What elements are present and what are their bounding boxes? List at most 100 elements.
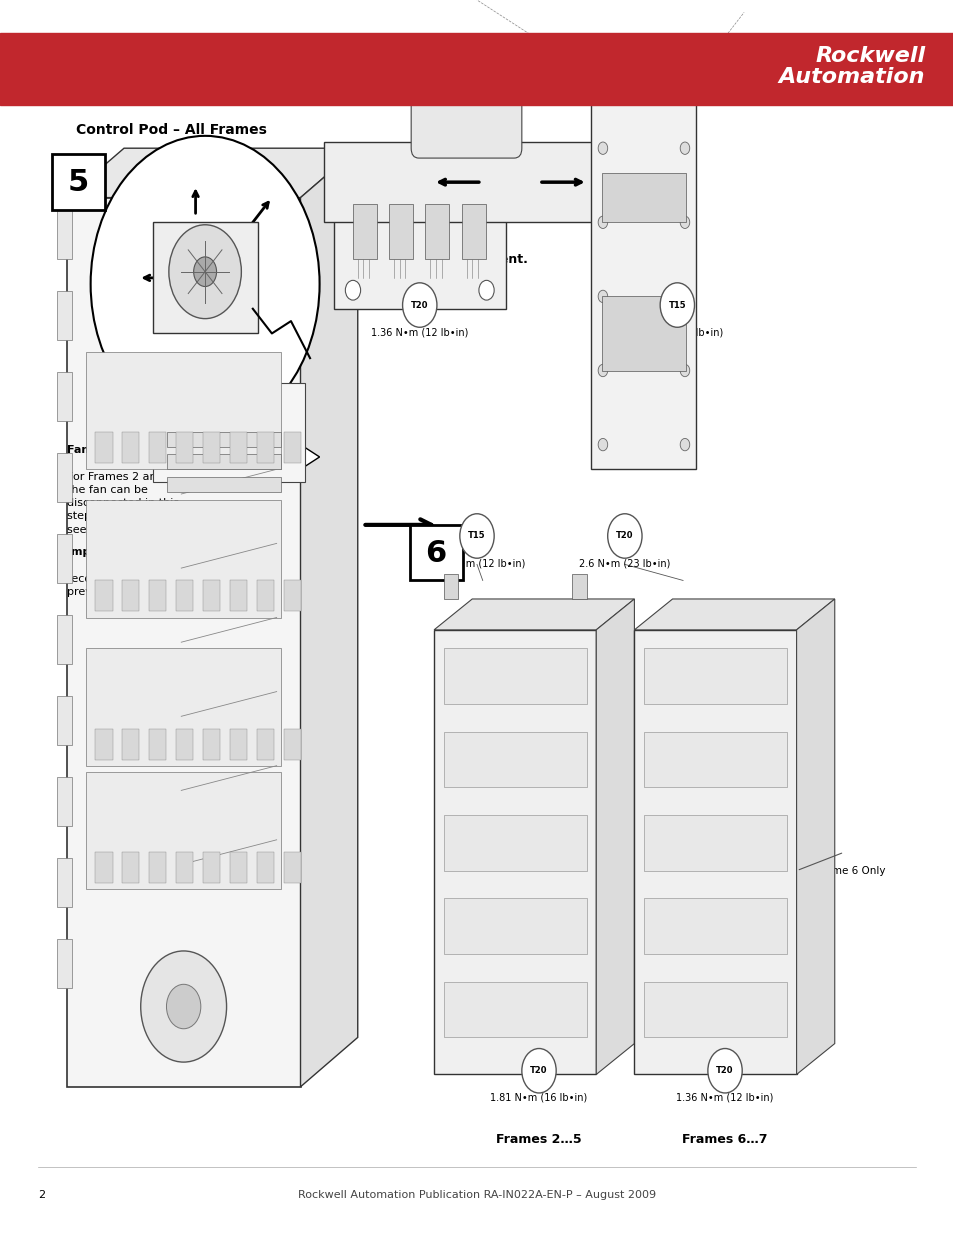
Text: Frames 6…7: Frames 6…7 (681, 1134, 767, 1146)
Bar (443, 574, 457, 599)
Bar (230, 432, 247, 463)
Bar (57, 372, 71, 421)
Circle shape (598, 290, 607, 303)
Bar (122, 432, 139, 463)
FancyBboxPatch shape (411, 83, 521, 158)
Bar (230, 852, 247, 883)
Circle shape (707, 1049, 741, 1093)
Circle shape (521, 1049, 556, 1093)
Text: Frame 6 Only: Frame 6 Only (815, 866, 884, 876)
Circle shape (679, 364, 689, 377)
Bar (86, 352, 281, 469)
Bar (591, 74, 696, 469)
Bar (601, 296, 685, 370)
Circle shape (169, 225, 241, 319)
Text: 1.36 N•m (12 lb•in): 1.36 N•m (12 lb•in) (676, 1093, 773, 1103)
Text: 1.81 N•m (16 lb•in): 1.81 N•m (16 lb•in) (490, 1093, 587, 1103)
Circle shape (679, 142, 689, 154)
Circle shape (141, 951, 227, 1062)
Circle shape (598, 216, 607, 228)
Bar (57, 695, 71, 745)
Bar (256, 852, 274, 883)
Text: reconnect fans to help
prevent overheating.: reconnect fans to help prevent overheati… (67, 574, 192, 598)
Bar (389, 204, 413, 259)
Circle shape (598, 364, 607, 377)
FancyBboxPatch shape (410, 525, 462, 580)
Bar (203, 852, 220, 883)
Bar (643, 815, 786, 871)
Polygon shape (300, 148, 357, 1087)
Text: Be sure to: Be sure to (133, 547, 193, 557)
Circle shape (679, 216, 689, 228)
Text: Frames 2…5: Frames 2…5 (496, 1134, 581, 1146)
Text: Automation: Automation (778, 67, 924, 86)
Bar (203, 432, 220, 463)
Polygon shape (634, 599, 834, 630)
Text: Rockwell: Rockwell (815, 46, 924, 65)
Bar (634, 630, 796, 1074)
Bar (353, 204, 376, 259)
Bar (334, 161, 505, 309)
Bar (86, 500, 281, 618)
Text: 2: 2 (38, 1191, 45, 1200)
Bar (95, 852, 112, 883)
Bar (95, 432, 112, 463)
Bar (461, 204, 485, 259)
Bar (57, 857, 71, 906)
Circle shape (345, 280, 360, 300)
Bar (122, 580, 139, 611)
Bar (95, 580, 112, 611)
Bar (57, 534, 71, 583)
Bar (283, 852, 301, 883)
Text: T20: T20 (616, 531, 633, 541)
Polygon shape (796, 599, 834, 1074)
Bar (152, 222, 257, 333)
Text: Control Pod – All Frames: Control Pod – All Frames (76, 122, 267, 137)
Circle shape (91, 136, 319, 432)
Text: 2.6 N•m (23 lb•in): 2.6 N•m (23 lb•in) (578, 558, 670, 568)
Text: T20: T20 (411, 300, 428, 310)
Text: Fan:: Fan: (67, 445, 93, 454)
Circle shape (478, 280, 494, 300)
Bar (283, 729, 301, 760)
Text: T15: T15 (468, 531, 485, 541)
Text: For Frames 2 and 3
the fan can be
disconnected in this
step. Frames 4 and 5
see : For Frames 2 and 3 the fan can be discon… (67, 472, 184, 535)
Bar (601, 173, 685, 222)
Bar (57, 939, 71, 988)
Bar (176, 852, 193, 883)
Text: Important:: Important: (67, 547, 133, 557)
Bar (283, 580, 301, 611)
Bar (95, 729, 112, 760)
Circle shape (459, 514, 494, 558)
Circle shape (679, 438, 689, 451)
Bar (57, 291, 71, 341)
Circle shape (193, 257, 216, 287)
Bar (149, 432, 166, 463)
Bar (572, 574, 586, 599)
Bar (424, 111, 491, 142)
Bar (434, 630, 596, 1074)
Bar (256, 432, 274, 463)
Text: T15: T15 (668, 300, 685, 310)
Bar (0, 33, 953, 105)
Bar (67, 198, 300, 1087)
Bar (256, 729, 274, 760)
Bar (57, 210, 71, 259)
Polygon shape (596, 599, 634, 1074)
Circle shape (166, 984, 200, 1029)
Text: Top backplane if present.: Top backplane if present. (350, 253, 527, 266)
Text: 5: 5 (68, 168, 89, 198)
Bar (643, 731, 786, 788)
Circle shape (679, 290, 689, 303)
Bar (443, 815, 586, 871)
Bar (256, 580, 274, 611)
Bar (643, 648, 786, 704)
Bar (167, 432, 281, 447)
Bar (149, 580, 166, 611)
Bar (57, 453, 71, 503)
Bar (167, 454, 281, 469)
Circle shape (598, 438, 607, 451)
Bar (643, 982, 786, 1037)
Bar (324, 142, 610, 222)
Circle shape (607, 514, 641, 558)
